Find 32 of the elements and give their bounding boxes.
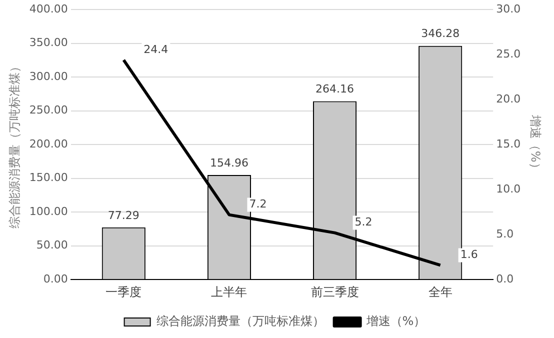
data-label: 7.2 [249,198,267,211]
y-tick-label: 400.00 [29,2,68,16]
data-label: 154.96 [210,156,248,170]
x-tick-label: 全年 [428,284,452,299]
y-tick-label: 100.00 [29,204,68,218]
legend-label: 增速（%） [365,314,426,328]
y-tick-label: 300.00 [29,70,68,83]
data-label: 5.2 [354,216,372,229]
data-label: 77.29 [108,208,140,222]
x-tick-label: 一季度 [106,284,142,299]
data-label: 264.16 [316,82,354,96]
y-axis-title: 综合能源消费量（万吨标准煤） [7,60,22,229]
data-label: 346.28 [421,27,460,40]
y2-tick-label: 25.0 [496,47,521,60]
y2-tick-label: 20.0 [496,92,521,106]
y2-tick-label: 15.0 [496,137,521,150]
y-tick-label: 0.00 [43,272,68,286]
legend-label: 综合能源消费量（万吨标准煤） [156,314,324,328]
y2-axis-title: 增速（%） [528,114,543,174]
y2-tick-label: 10.0 [496,182,521,196]
y-tick-label: 250.00 [29,104,68,117]
data-label: 24.4 [144,42,168,56]
data-label: 1.6 [460,248,478,262]
y-tick-label: 200.00 [29,137,68,150]
y-tick-label: 350.00 [29,36,68,50]
y-tick-label: 50.00 [36,238,68,252]
y2-tick-label: 30.0 [496,2,521,16]
x-tick-label: 前三季度 [310,284,359,299]
y-tick-label: 150.00 [29,171,68,184]
y2-tick-label: 5.0 [496,227,514,240]
y2-tick-label: 0.0 [496,272,514,286]
x-tick-label: 上半年 [211,284,248,299]
